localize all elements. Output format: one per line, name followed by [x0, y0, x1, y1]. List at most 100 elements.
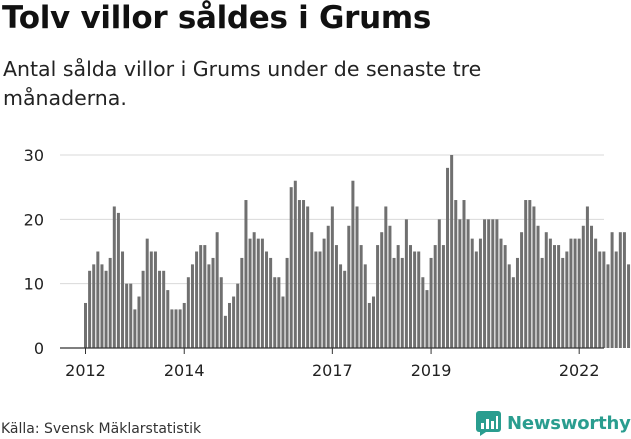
bar: [380, 232, 384, 348]
bar: [548, 238, 552, 348]
bar: [503, 245, 507, 348]
bar: [203, 245, 207, 348]
x-axis: [60, 347, 604, 354]
bar: [92, 264, 96, 348]
bar: [285, 257, 289, 348]
bar: [610, 232, 614, 348]
bar: [524, 200, 528, 348]
bar: [334, 245, 338, 348]
newsworthy-brand[interactable]: Newsworthy: [476, 408, 631, 438]
y-tick-label: 20: [24, 210, 44, 229]
bar: [125, 283, 129, 348]
bar: [363, 264, 367, 348]
bar: [223, 315, 227, 348]
bar: [252, 232, 256, 348]
bar: [310, 232, 314, 348]
brand-name: Newsworthy: [507, 412, 631, 434]
bar: [425, 290, 429, 348]
bar: [577, 238, 581, 348]
bar: [302, 200, 306, 348]
bar: [158, 270, 162, 348]
bar: [347, 225, 351, 348]
bar: [293, 180, 297, 348]
bar: [507, 264, 511, 348]
bar: [404, 219, 408, 348]
bar: [396, 245, 400, 348]
bar: [281, 296, 285, 348]
bar: [585, 206, 589, 348]
bar: [137, 296, 141, 348]
bar: [376, 245, 380, 348]
bar: [441, 245, 445, 348]
bar: [454, 200, 458, 348]
bar: [622, 232, 626, 348]
chart-title: Tolv villor såldes i Grums: [2, 0, 432, 36]
bar: [141, 270, 145, 348]
bar: [326, 225, 330, 348]
x-tick-label: 2017: [312, 361, 353, 380]
bar: [256, 238, 260, 348]
bar: [186, 277, 190, 348]
bar: [569, 238, 573, 348]
bar: [462, 200, 466, 348]
bar: [129, 283, 133, 348]
bar: [602, 251, 606, 348]
bar: [84, 302, 87, 348]
bar: [104, 270, 108, 348]
source-note: Källa: Svensk Mäklarstatistik: [1, 421, 202, 437]
bar: [470, 238, 474, 348]
bar: [318, 251, 322, 348]
bar: [174, 309, 178, 348]
bar: [232, 296, 236, 348]
bar: [162, 270, 166, 348]
bar: [417, 251, 421, 348]
y-tick-label: 30: [24, 146, 44, 165]
bar: [199, 245, 203, 348]
bar: [121, 251, 125, 348]
bar: [544, 232, 548, 348]
bar: [322, 238, 326, 348]
bar: [540, 257, 544, 348]
x-tick-label: 2019: [411, 361, 452, 380]
bar: [618, 232, 622, 348]
bar: [511, 277, 515, 348]
bar: [306, 206, 310, 348]
bar: [265, 251, 269, 348]
bar: [433, 245, 437, 348]
chart-subtitle: Antal sålda villor i Grums under de sena…: [3, 57, 482, 110]
bar: [269, 257, 273, 348]
bar: [178, 309, 182, 348]
bar: [207, 264, 211, 348]
x-tick-label: 2022: [559, 361, 600, 380]
bar: [437, 219, 441, 348]
bar: [314, 251, 318, 348]
bar: [429, 257, 433, 348]
bar: [487, 219, 491, 348]
bar: [367, 302, 371, 348]
bar: [190, 264, 194, 348]
bar: [277, 277, 281, 348]
bar: [112, 206, 116, 348]
bar: [289, 187, 293, 348]
bar: [116, 212, 120, 348]
bar: [413, 251, 417, 348]
bars: [84, 155, 631, 348]
bar: [528, 200, 532, 348]
bar: [339, 264, 343, 348]
bar: [211, 257, 215, 348]
bar: [384, 206, 388, 348]
bar: [388, 225, 392, 348]
bar: [515, 257, 519, 348]
bar: [351, 180, 355, 348]
bar: [553, 245, 556, 348]
bar: [581, 225, 585, 348]
bar: [244, 200, 248, 348]
bar: [409, 245, 413, 348]
bar: [483, 219, 487, 348]
bar: [520, 232, 524, 348]
bar: [297, 200, 301, 348]
y-tick-label: 10: [24, 275, 44, 294]
x-tick-labels: 201220142017201920222024: [65, 361, 600, 380]
x-tick-label: 2014: [164, 361, 205, 380]
